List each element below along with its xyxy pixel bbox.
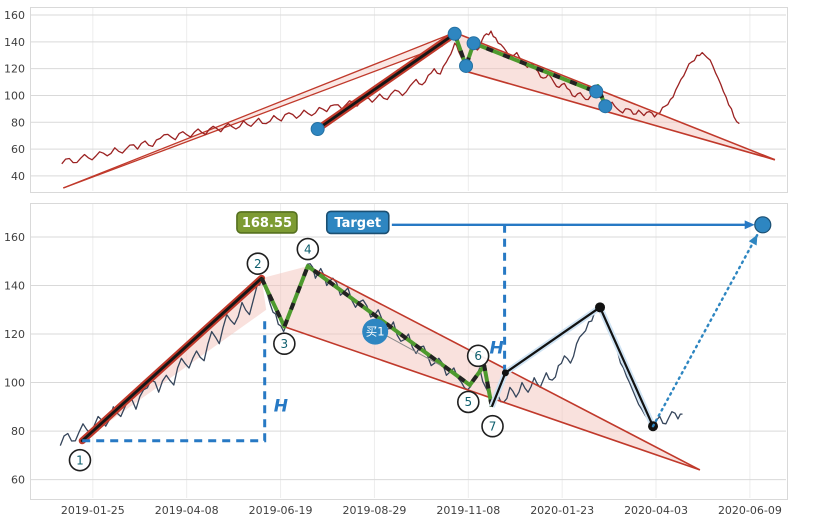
- target-label-badge: [325, 210, 390, 235]
- pattern-dot: [589, 84, 604, 99]
- target-dotted-line: [651, 233, 759, 428]
- price-line: [61, 30, 740, 165]
- y-tick-label: 100: [4, 377, 25, 390]
- y-tick-label: 80: [11, 116, 25, 129]
- wedge-trend-line: [465, 70, 776, 161]
- y-tick-label: 40: [11, 170, 25, 183]
- pattern-dot: [310, 121, 325, 136]
- pattern-dot: [466, 36, 481, 51]
- measure-label: H: [489, 338, 503, 358]
- y-tick-label: 60: [11, 474, 25, 487]
- wave-point-circle: [466, 344, 490, 368]
- pattern-dot: [459, 58, 474, 73]
- wave-point-circle: [68, 448, 92, 472]
- wave-point-circle: [457, 390, 480, 414]
- y-tick-label: 120: [4, 63, 25, 76]
- wave-point-number: 1: [76, 453, 84, 467]
- y-tick-label: 80: [11, 425, 25, 438]
- wave-point-number: 2: [254, 257, 262, 271]
- impulse-line: [80, 276, 263, 443]
- buy-marker-pointer: [385, 335, 442, 366]
- wedge-trend-line: [454, 31, 776, 161]
- rising-trend-line: [63, 31, 455, 189]
- wave-point-number: 5: [464, 395, 472, 409]
- buy-signal-label: 买1: [366, 325, 385, 339]
- y-tick-label: 60: [11, 143, 25, 156]
- zigzag-dashes: [259, 264, 494, 408]
- target-price-badge: [236, 211, 298, 234]
- wave-point-circle: [246, 252, 270, 275]
- projection-dot: [595, 302, 606, 313]
- y-tick-label: 140: [4, 279, 25, 292]
- wave-point-number: 6: [474, 349, 482, 363]
- x-tick-label: 2020-06-09: [718, 504, 782, 517]
- y-tick-label: 160: [4, 231, 25, 244]
- target-price-badge-text: 168.55: [242, 216, 292, 231]
- top-chart: 40 60 80 100 120 140 160: [4, 7, 788, 193]
- x-tick-label: 2019-08-29: [342, 504, 406, 517]
- wave-point-circle: [296, 237, 320, 261]
- pattern-dot: [598, 99, 613, 114]
- pattern-dot: [447, 26, 462, 41]
- x-tick-label: 2019-11-08: [436, 504, 500, 517]
- wave-point-number: 7: [489, 419, 497, 433]
- y-tick-label: 160: [4, 9, 25, 22]
- y-tick-label: 140: [4, 36, 25, 49]
- y-tick-label: 100: [4, 89, 25, 102]
- plot-area: [30, 7, 788, 193]
- target-dot: [754, 216, 772, 234]
- wave-point-circle: [273, 332, 296, 356]
- wave-point-number: 3: [281, 337, 289, 351]
- target-arrow-head: [744, 220, 755, 230]
- impulse-line: [316, 32, 457, 131]
- projection-line: [490, 306, 655, 427]
- x-tick-label: 2019-01-25: [61, 504, 125, 517]
- wave-point-number: 4: [304, 242, 312, 256]
- measure-dashed-line: [82, 317, 267, 443]
- x-tick-label: 2020-01-23: [530, 504, 594, 517]
- x-tick-label: 2019-04-08: [155, 504, 219, 517]
- buy-signal-marker[interactable]: [362, 318, 389, 345]
- x-tick-label: 2020-04-03: [624, 504, 688, 517]
- bottom-chart: 60 80 100 120 140 160 2019-01-25 2019-04-08 2019…: [4, 203, 788, 517]
- wave-point-circle: [481, 414, 504, 438]
- rising-trend-line: [63, 45, 443, 189]
- target-dotted-arrow-head: [748, 234, 758, 246]
- target-label-badge-text: Target: [334, 216, 381, 231]
- projection-kink-dot: [501, 369, 509, 377]
- y-tick-label: 120: [4, 328, 25, 341]
- measure-label: H: [274, 397, 288, 417]
- x-tick-label: 2019-06-19: [249, 504, 313, 517]
